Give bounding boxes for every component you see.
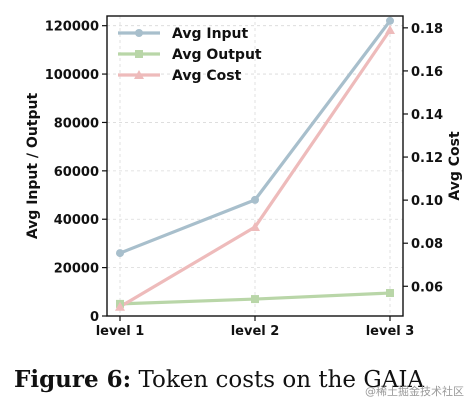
legend-marker-avg-output	[135, 50, 143, 58]
right-tick-label: 0.12	[411, 151, 443, 166]
right-tick-label: 0.06	[411, 280, 443, 295]
data-point-avg-cost	[115, 301, 125, 311]
legend-label-avg-cost: Avg Cost	[172, 68, 242, 84]
legend-marker-avg-input	[135, 29, 143, 37]
left-axis-ticks: 0 20000 40000 60000 80000 100000 120000	[45, 20, 107, 325]
left-tick-label: 40000	[54, 213, 99, 228]
left-tick-label: 0	[90, 310, 99, 325]
legend-marker-avg-cost	[134, 70, 144, 79]
data-point-avg-input	[116, 249, 124, 258]
x-axis-ticks: level 1 level 2 level 3	[96, 316, 415, 339]
data-point-avg-cost	[250, 222, 260, 232]
figure-caption: Figure 6: Token costs on the GAIA	[14, 366, 424, 393]
legend: Avg Input Avg Output Avg Cost	[118, 26, 262, 84]
x-tick-label: level 3	[366, 324, 415, 339]
right-tick-label: 0.08	[411, 237, 443, 252]
right-tick-label: 0.16	[411, 65, 443, 80]
legend-label-avg-output: Avg Output	[172, 47, 262, 63]
right-tick-label: 0.18	[411, 22, 443, 37]
data-point-avg-output	[386, 289, 394, 298]
watermark: @稀土掘金技术社区	[365, 385, 464, 398]
x-tick-label: level 1	[96, 324, 145, 339]
data-point-avg-output	[251, 295, 259, 304]
left-tick-label: 120000	[45, 20, 99, 35]
series-markers	[115, 16, 395, 311]
grid	[107, 16, 403, 317]
left-tick-label: 60000	[54, 165, 99, 180]
left-tick-label: 20000	[54, 262, 99, 277]
left-tick-label: 100000	[45, 68, 99, 83]
data-point-avg-input	[251, 195, 259, 204]
right-axis-ticks: 0.06 0.08 0.10 0.12 0.14 0.16 0.18	[403, 22, 443, 295]
legend-label-avg-input: Avg Input	[172, 26, 249, 42]
data-point-avg-input	[386, 16, 394, 25]
data-point-avg-cost	[385, 24, 395, 34]
figure-label: Figure 6:	[14, 366, 132, 393]
y-axis-left-label: Avg Input / Output	[25, 93, 41, 240]
x-tick-label: level 2	[231, 324, 280, 339]
left-tick-label: 80000	[54, 116, 99, 131]
y-axis-right-label: Avg Cost	[447, 131, 463, 201]
right-tick-label: 0.10	[411, 194, 443, 209]
caption-text: Token costs on the GAIA	[138, 367, 425, 393]
right-tick-label: 0.14	[411, 108, 443, 123]
